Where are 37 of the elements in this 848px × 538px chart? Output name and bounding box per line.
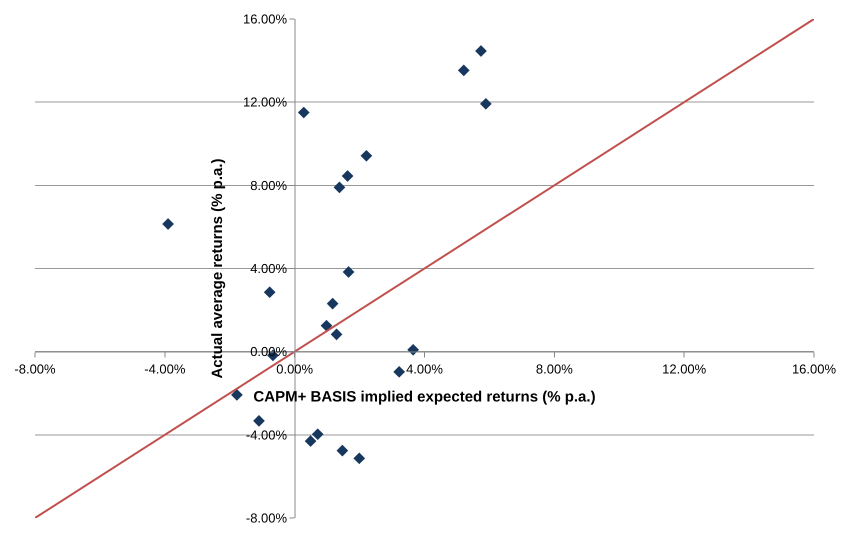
x-tick-label: 0.00%	[276, 361, 314, 376]
y-tick-label: -8.00%	[246, 510, 288, 526]
y-tick-label: 8.00%	[250, 178, 288, 193]
x-tick-label: 8.00%	[536, 361, 574, 376]
point	[360, 150, 372, 162]
x-tick-label: 16.00%	[792, 361, 836, 376]
point	[304, 435, 316, 447]
point	[480, 98, 492, 110]
point	[320, 320, 332, 332]
y-tick-label: 0.00%	[250, 344, 288, 360]
point	[264, 286, 276, 298]
point	[342, 266, 354, 278]
point	[342, 170, 354, 182]
point	[312, 428, 324, 440]
point	[253, 415, 265, 427]
y-axis-title: Actual average returns (% p.a.)	[209, 158, 226, 379]
x-tick-label: -8.00%	[14, 361, 56, 376]
y-tick-label: -4.00%	[246, 427, 288, 442]
point	[298, 106, 310, 118]
point	[458, 64, 470, 76]
point	[336, 444, 348, 456]
point	[162, 218, 174, 230]
point	[353, 452, 366, 464]
x-tick-label: 12.00%	[662, 361, 707, 376]
point	[393, 366, 406, 378]
point	[407, 344, 419, 356]
x-axis-title: CAPM+ BASIS implied expected returns (% p.a.)	[253, 388, 596, 406]
point	[330, 328, 342, 340]
point	[326, 298, 338, 310]
y-tick-label: 4.00%	[250, 261, 288, 276]
point	[231, 389, 243, 401]
y-tick-label: 12.00%	[242, 94, 288, 110]
point	[475, 45, 487, 57]
point	[334, 182, 346, 194]
x-tick-label: -4.00%	[144, 361, 186, 376]
y-tick-label: 16.00%	[242, 12, 288, 27]
x-tick-label: 4.00%	[406, 361, 444, 376]
